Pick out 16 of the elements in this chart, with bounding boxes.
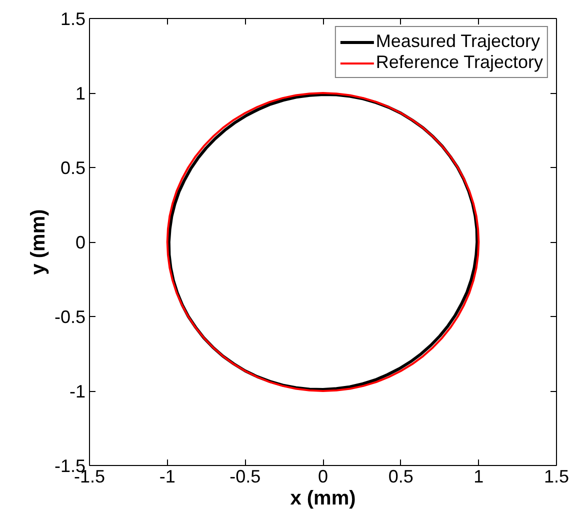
y-tick-label: -1 — [69, 382, 86, 402]
x-tick-label: -1 — [159, 466, 176, 486]
y-tick-label: 1.5 — [60, 9, 86, 29]
legend-label: Reference Trajectory — [376, 52, 543, 73]
y-tick-label: -0.5 — [54, 307, 86, 327]
y-tick-label: 1 — [75, 84, 86, 104]
y-axis-title: y (mm) — [27, 209, 50, 275]
legend-label: Measured Trajectory — [376, 31, 540, 52]
y-tick-label: 0 — [75, 232, 86, 252]
x-tick-label: 0.5 — [388, 466, 414, 486]
x-tick-label: 0 — [318, 466, 328, 486]
y-tick-label: 0.5 — [60, 158, 86, 178]
x-axis-title: x (mm) — [290, 488, 356, 510]
x-tick-label: 1 — [474, 466, 484, 486]
x-tick-label: -0.5 — [230, 466, 261, 486]
x-tick-label: 1.5 — [544, 466, 570, 486]
